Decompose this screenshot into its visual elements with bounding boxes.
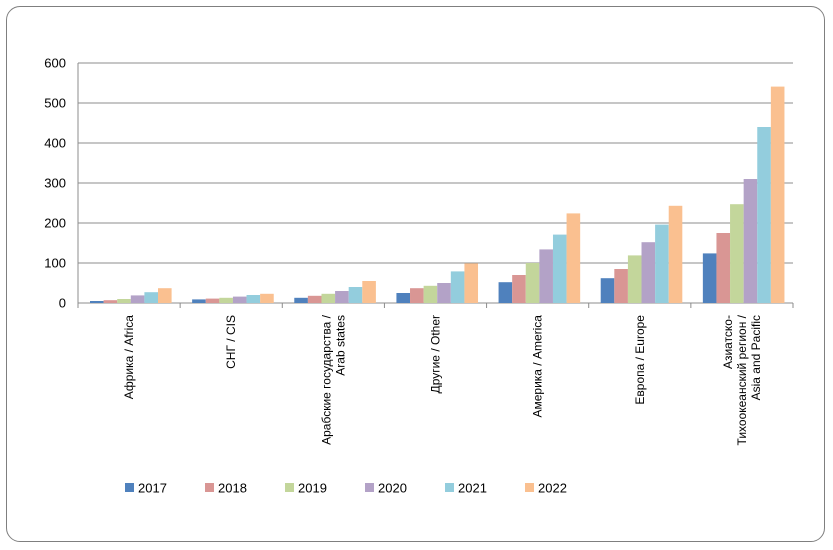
bar-2019: [627, 255, 642, 303]
bar-2022: [770, 86, 785, 303]
x-category-label: Америка / America: [531, 315, 545, 418]
bar-2017: [90, 301, 104, 303]
x-category-label: Европа / Europe: [633, 315, 647, 405]
y-tick-label: 100: [44, 256, 66, 271]
bar-2019: [321, 293, 336, 303]
bar-2019: [219, 297, 233, 303]
legend-label: 2017: [138, 481, 167, 496]
x-category-label: Африка / Africa: [122, 315, 136, 400]
bar-2019: [525, 263, 540, 303]
bar-2017: [600, 278, 615, 303]
legend-label: 2018: [218, 481, 247, 496]
legend-swatch-2020: [365, 483, 374, 492]
bar-2018: [716, 233, 731, 303]
bar-2022: [668, 205, 683, 303]
bar-2019: [423, 285, 438, 303]
chart-frame: [6, 6, 825, 542]
bar-2022: [464, 263, 479, 303]
x-category-label: Тихоокеанский регион /: [735, 314, 749, 445]
legend-label: 2021: [458, 481, 487, 496]
x-category-label: Другие / Other: [429, 315, 443, 393]
bar-2020: [539, 249, 553, 303]
bar-2021: [655, 224, 669, 303]
bar-2018: [614, 269, 628, 303]
bar-2021: [348, 287, 363, 303]
bar-2021: [450, 271, 465, 303]
bar-2020: [437, 283, 451, 303]
bar-2020: [130, 295, 145, 303]
bar-2018: [410, 288, 424, 303]
y-tick-label: 500: [44, 96, 66, 111]
bar-2017: [396, 293, 411, 303]
bar-2019: [730, 204, 744, 303]
x-category-label: Asia and Pacific: [749, 315, 763, 400]
y-tick-label: 0: [59, 296, 66, 311]
legend-label: 2019: [298, 481, 327, 496]
bar-2022: [260, 293, 274, 303]
bar-2020: [641, 242, 656, 303]
bar-2017: [702, 253, 717, 303]
x-category-label: Arab states: [333, 315, 347, 376]
bar-2022: [566, 213, 581, 303]
bar-2022: [158, 288, 172, 303]
bar-2018: [512, 275, 526, 303]
bar-2018: [103, 300, 118, 303]
y-tick-label: 300: [44, 176, 66, 191]
legend-label: 2020: [378, 481, 407, 496]
bar-2021: [246, 295, 261, 303]
bar-2021: [757, 127, 771, 303]
bar-2018: [205, 298, 220, 303]
bar-2019: [117, 299, 131, 303]
legend-swatch-2021: [445, 483, 454, 492]
bar-2020: [232, 296, 247, 303]
legend-swatch-2022: [525, 483, 534, 492]
bar-2020: [743, 179, 758, 303]
legend-swatch-2019: [285, 483, 294, 492]
y-tick-label: 400: [44, 136, 66, 151]
bar-2022: [362, 281, 376, 303]
bar-2017: [498, 282, 513, 303]
bar-2017: [192, 299, 206, 303]
bar-2018: [307, 295, 322, 303]
x-category-label: Арабские государства /: [319, 314, 333, 445]
legend-swatch-2017: [125, 483, 134, 492]
y-tick-label: 200: [44, 216, 66, 231]
legend-label: 2022: [538, 481, 567, 496]
bar-2020: [335, 291, 349, 303]
bar-2017: [294, 297, 308, 303]
bar-2021: [144, 292, 158, 303]
bar-2021: [552, 234, 567, 303]
y-tick-label: 600: [44, 56, 66, 71]
x-category-label: Азиатско-: [721, 315, 735, 369]
legend-swatch-2018: [205, 483, 214, 492]
x-category-label: СНГ / CIS: [224, 315, 238, 369]
